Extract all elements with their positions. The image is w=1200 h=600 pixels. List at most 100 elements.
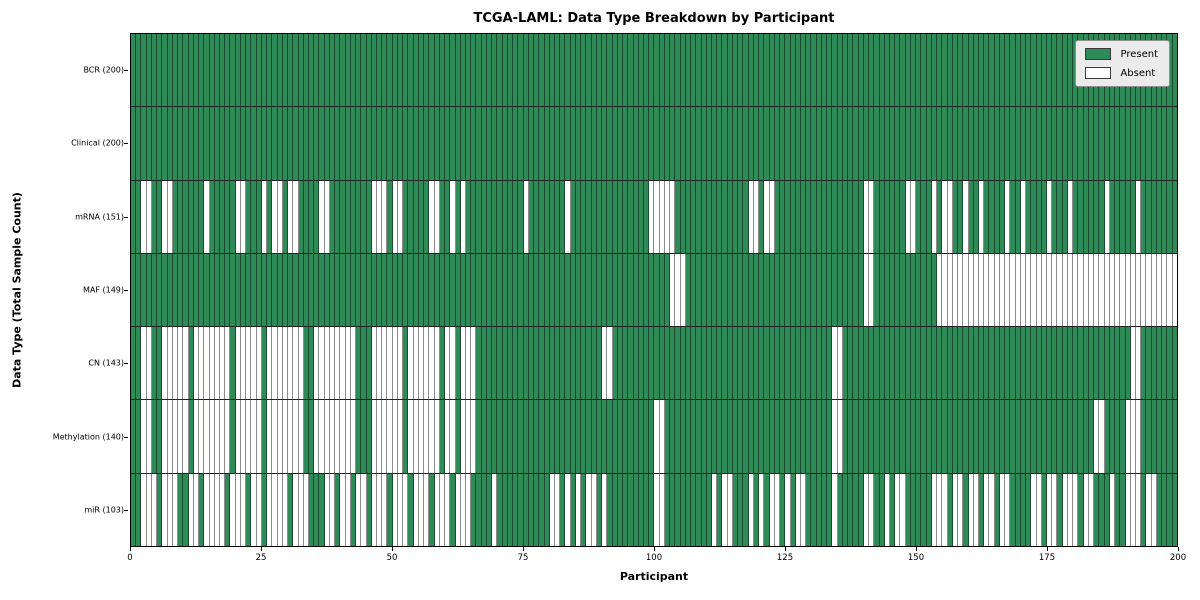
cell-maf-180	[1073, 253, 1079, 327]
cell-maf-164	[989, 253, 995, 327]
cell-maf-159	[963, 253, 969, 327]
cell-mrna-142	[874, 180, 880, 253]
cell-maf-116	[738, 253, 744, 327]
cell-mrna-101	[659, 180, 665, 253]
cell-mir-33	[303, 473, 309, 546]
cell-bcr-116	[738, 34, 744, 107]
cell-methylation-90	[602, 400, 608, 473]
cell-cn-132	[821, 327, 828, 400]
cell-methylation-53	[408, 400, 414, 473]
cell-cn-191	[1130, 327, 1136, 400]
cell-maf-30	[288, 253, 294, 327]
cell-bcr-165	[994, 34, 1000, 107]
cell-maf-44	[361, 253, 367, 327]
cell-maf-142	[874, 253, 880, 327]
cell-methylation-176	[1052, 400, 1058, 473]
cell-methylation-32	[298, 400, 304, 473]
cell-mrna-7	[167, 180, 173, 253]
cell-maf-138	[853, 253, 859, 327]
cell-cn-160	[968, 327, 974, 400]
legend-swatch-present	[1085, 48, 1112, 60]
cell-mir-17	[219, 473, 226, 546]
cell-clinical-7	[167, 107, 173, 180]
cell-clinical-167	[1005, 107, 1011, 180]
x-tick-mark	[654, 547, 655, 551]
cell-maf-69	[492, 253, 498, 327]
cell-mrna-195	[1151, 180, 1157, 253]
cell-mir-97	[638, 473, 644, 546]
cell-mrna-199	[1172, 180, 1177, 253]
cell-clinical-125	[785, 107, 791, 180]
cell-cn-175	[1047, 327, 1053, 400]
cell-methylation-45	[366, 400, 372, 473]
cell-methylation-157	[952, 400, 959, 473]
cell-maf-88	[591, 253, 597, 327]
cell-bcr-18	[225, 34, 231, 107]
cell-methylation-99	[649, 400, 655, 473]
cell-mir-135	[837, 473, 843, 546]
cell-methylation-92	[612, 400, 618, 473]
cell-maf-144	[884, 253, 890, 327]
cell-clinical-6	[162, 107, 168, 180]
cell-mrna-22	[246, 180, 252, 253]
cell-maf-59	[439, 253, 446, 327]
cell-clinical-73	[513, 107, 519, 180]
cell-mir-147	[900, 473, 906, 546]
cell-mrna-169	[1015, 180, 1021, 253]
cell-mir-69	[492, 473, 498, 546]
cell-maf-56	[424, 253, 430, 327]
cell-mrna-52	[403, 180, 409, 253]
cell-maf-168	[1010, 253, 1016, 327]
cell-bcr-111	[712, 34, 718, 107]
cell-clinical-83	[565, 107, 571, 180]
cell-methylation-110	[706, 400, 713, 473]
cell-cn-37	[324, 327, 330, 400]
cell-mrna-86	[581, 180, 587, 253]
cell-maf-135	[837, 253, 843, 327]
cell-mrna-124	[780, 180, 786, 253]
cell-mir-65	[471, 473, 477, 546]
cell-mir-71	[502, 473, 508, 546]
cell-methylation-139	[858, 400, 864, 473]
cell-mrna-138	[853, 180, 859, 253]
cell-bcr-150	[916, 34, 922, 107]
cell-maf-163	[984, 253, 990, 327]
cell-mir-4	[151, 473, 158, 546]
cell-clinical-58	[434, 107, 440, 180]
cell-mir-94	[623, 473, 629, 546]
cell-methylation-181	[1078, 400, 1084, 473]
cell-mrna-98	[643, 180, 650, 253]
cell-mrna-147	[900, 180, 906, 253]
cell-mrna-155	[942, 180, 948, 253]
cell-mrna-143	[879, 180, 885, 253]
cell-clinical-66	[476, 107, 482, 180]
cell-mir-177	[1057, 473, 1063, 546]
cell-methylation-167	[1005, 400, 1011, 473]
cell-bcr-125	[785, 34, 791, 107]
cell-maf-32	[298, 253, 304, 327]
cell-mrna-110	[706, 180, 713, 253]
cell-methylation-79	[544, 400, 550, 473]
heatmap-row-bcr	[131, 34, 1177, 108]
cell-clinical-113	[722, 107, 728, 180]
cell-methylation-118	[748, 400, 754, 473]
cell-cn-82	[560, 327, 566, 400]
cell-mrna-72	[507, 180, 514, 253]
cell-mir-195	[1151, 473, 1157, 546]
cell-maf-160	[968, 253, 974, 327]
cell-clinical-9	[178, 107, 184, 180]
cell-mrna-12	[193, 180, 200, 253]
cell-cn-5	[157, 327, 163, 400]
cell-clinical-98	[643, 107, 650, 180]
cell-methylation-163	[984, 400, 990, 473]
x-tick-label-125: 125	[776, 553, 794, 563]
cell-clinical-10	[183, 107, 189, 180]
cell-mrna-186	[1104, 180, 1110, 253]
cell-bcr-174	[1041, 34, 1048, 107]
cell-clinical-118	[748, 107, 754, 180]
cell-methylation-65	[471, 400, 477, 473]
cell-mrna-84	[570, 180, 576, 253]
cell-mir-34	[308, 473, 315, 546]
cell-cn-110	[706, 327, 713, 400]
cell-clinical-191	[1130, 107, 1136, 180]
